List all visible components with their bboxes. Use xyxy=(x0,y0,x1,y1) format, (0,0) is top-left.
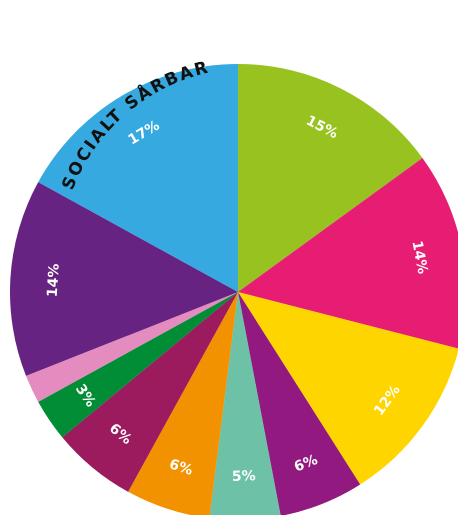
pie-slice-10 xyxy=(9,182,239,376)
pie-slice-label-5: 5% xyxy=(232,468,256,485)
pie-slice-label-10: 14% xyxy=(45,263,63,297)
pie-slice-label-6: 6% xyxy=(167,456,195,479)
pie-slice-1 xyxy=(238,64,423,292)
pie-slice-3 xyxy=(238,292,458,485)
pie-slice-6 xyxy=(128,292,238,515)
pie-slice-11 xyxy=(38,64,239,292)
pie-slices xyxy=(9,64,458,515)
pie-slice-7 xyxy=(62,292,238,492)
pie-slice-9 xyxy=(26,292,239,402)
pie-slice-5 xyxy=(209,292,281,515)
pie-slice-8 xyxy=(38,292,239,438)
pie-slice-label-2: 14% xyxy=(408,239,430,275)
pie-slice-4 xyxy=(238,292,361,515)
pie-slice-2 xyxy=(238,157,458,349)
